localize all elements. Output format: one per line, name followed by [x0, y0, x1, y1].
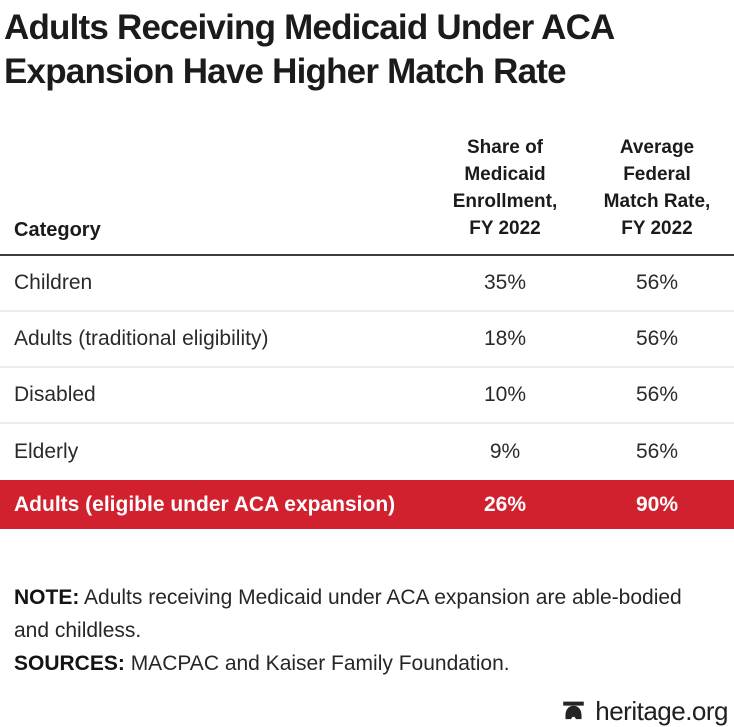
row-match-value: 56% [635, 327, 679, 350]
sources-label: SOURCES: [14, 652, 125, 675]
row-category: Adults (eligible under ACA expansion) [14, 492, 396, 516]
column-header-match-rate: Average Federal Match Rate, FY 2022 [580, 134, 734, 242]
column-header-share: Share of Medicaid Enrollment, FY 2022 [430, 134, 580, 242]
table-row: Children 35% 56% [0, 256, 734, 312]
note-text: Adults receiving Medicaid under ACA expa… [14, 586, 682, 642]
sources-text: MACPAC and Kaiser Family Foundation. [124, 652, 510, 675]
row-category: Elderly [14, 440, 79, 463]
page-title: Adults Receiving Medicaid Under ACA Expa… [4, 6, 724, 94]
row-category: Adults (traditional eligibility) [14, 327, 269, 350]
column-header-share-line: Medicaid [464, 164, 546, 185]
title-line-2: Expansion Have Higher Match Rate [4, 52, 567, 91]
column-header-match-line: Average [619, 137, 695, 158]
sources-line: SOURCES: MACPAC and Kaiser Family Founda… [14, 647, 714, 680]
footer: heritage.org [0, 696, 728, 727]
row-share-value: 10% [483, 383, 527, 406]
row-category: Children [14, 271, 93, 294]
column-header-share-line: FY 2022 [469, 218, 541, 239]
heritage-org-label: heritage.org [595, 696, 728, 726]
column-header-match-line: Match Rate, [603, 191, 711, 212]
row-share-value: 26% [483, 492, 527, 516]
column-header-share-line: Enrollment, [452, 191, 558, 212]
row-category: Disabled [14, 383, 96, 406]
row-share-value: 9% [489, 440, 521, 463]
table-row: Disabled 10% 56% [0, 368, 734, 424]
row-match-value: 56% [635, 271, 679, 294]
column-header-category: Category [14, 219, 101, 241]
column-header-match-line: FY 2022 [621, 218, 693, 239]
note-line: NOTE: Adults receiving Medicaid under AC… [14, 581, 710, 647]
table-row-highlighted: Adults (eligible under ACA expansion) 26… [0, 480, 734, 529]
row-share-value: 18% [483, 327, 527, 350]
column-header-match-line: Federal [623, 164, 691, 185]
title-line-1: Adults Receiving Medicaid Under ACA [4, 8, 615, 47]
footnotes: NOTE: Adults receiving Medicaid under AC… [14, 581, 714, 680]
column-header-share-line: Share of [466, 137, 544, 158]
table-row: Elderly 9% 56% [0, 424, 734, 480]
table-header-row: Category Share of Medicaid Enrollment, F… [0, 134, 734, 256]
row-share-value: 35% [483, 271, 527, 294]
note-label: NOTE: [14, 586, 80, 609]
table-row: Adults (traditional eligibility) 18% 56% [0, 312, 734, 368]
liberty-bell-icon [563, 701, 585, 720]
row-match-value: 56% [635, 440, 679, 463]
row-match-value: 90% [635, 492, 679, 516]
row-match-value: 56% [635, 383, 679, 406]
